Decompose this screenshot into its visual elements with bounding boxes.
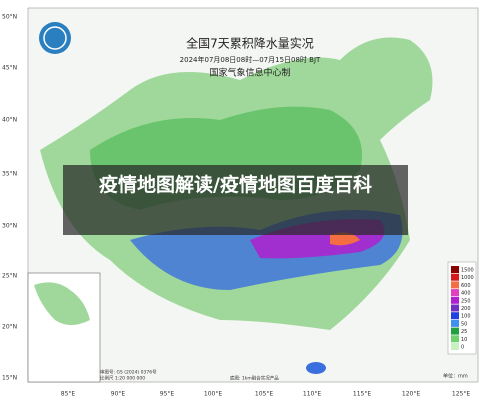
legend-swatch (451, 289, 459, 297)
latitude-label: 50°N (2, 14, 17, 21)
legend-label: 25 (461, 329, 467, 335)
longitude-label: 115°E (353, 391, 371, 398)
legend-swatch (451, 335, 459, 343)
legend-swatch (451, 327, 459, 335)
producer: 国家气象信息中心制 (209, 67, 290, 79)
legend-label: 50 (461, 321, 467, 327)
longitude-label: 100°E (204, 391, 222, 398)
longitude-label: 120°E (402, 391, 420, 398)
legend-label: 10 (461, 337, 467, 343)
longitude-label: 85°E (61, 391, 76, 398)
hainan (306, 362, 326, 374)
longitude-label: 105°E (255, 391, 273, 398)
legend-label: 600 (461, 283, 471, 289)
legend-label: 0 (461, 345, 464, 351)
basemap: 底图: 1km融合实况产品 (230, 375, 279, 382)
latitude-label: 25°N (2, 273, 17, 280)
rain-max (330, 232, 360, 246)
longitude-label: 125°E (452, 391, 470, 398)
legend-label: 250 (461, 298, 471, 304)
approval: 审图号: GS (2024) 0376号 (100, 369, 157, 376)
legend-swatch (451, 273, 459, 281)
legend-swatch (451, 343, 459, 350)
legend-label: 200 (461, 306, 471, 312)
period: 2024年07月08日08时—07月15日08时 BJT (180, 55, 321, 64)
longitude-label: 95°E (160, 391, 175, 398)
latitude-label: 45°N (2, 65, 17, 72)
legend-label: 1500 (461, 268, 474, 274)
legend-swatch (451, 266, 459, 273)
latitude-label: 35°N (2, 171, 17, 178)
latitude-label: 15°N (2, 375, 17, 382)
legend-label: 1000 (461, 275, 474, 281)
longitude-label: 90°E (111, 391, 126, 398)
longitude-label: 110°E (303, 391, 321, 398)
legend-unit: 单位：mm (443, 373, 468, 380)
legend-swatch (451, 319, 459, 327)
latitude-label: 30°N (2, 223, 17, 230)
legend-swatch (451, 296, 459, 304)
legend-swatch (451, 312, 459, 320)
legend-swatch (451, 304, 459, 312)
logo-ring (43, 26, 67, 50)
overlay-caption: 疫情地图解读/疫情地图百度百科 (63, 165, 408, 235)
legend-label: 400 (461, 291, 471, 297)
map-title: 全国7天累积降水量实况 (186, 36, 314, 51)
scale: 比例尺 1:20 000 000 (100, 375, 145, 382)
inset-land (34, 282, 90, 325)
latitude-label: 40°N (2, 117, 17, 124)
latitude-label: 20°N (2, 324, 17, 331)
legend-label: 100 (461, 314, 471, 320)
legend-swatch (451, 281, 459, 289)
